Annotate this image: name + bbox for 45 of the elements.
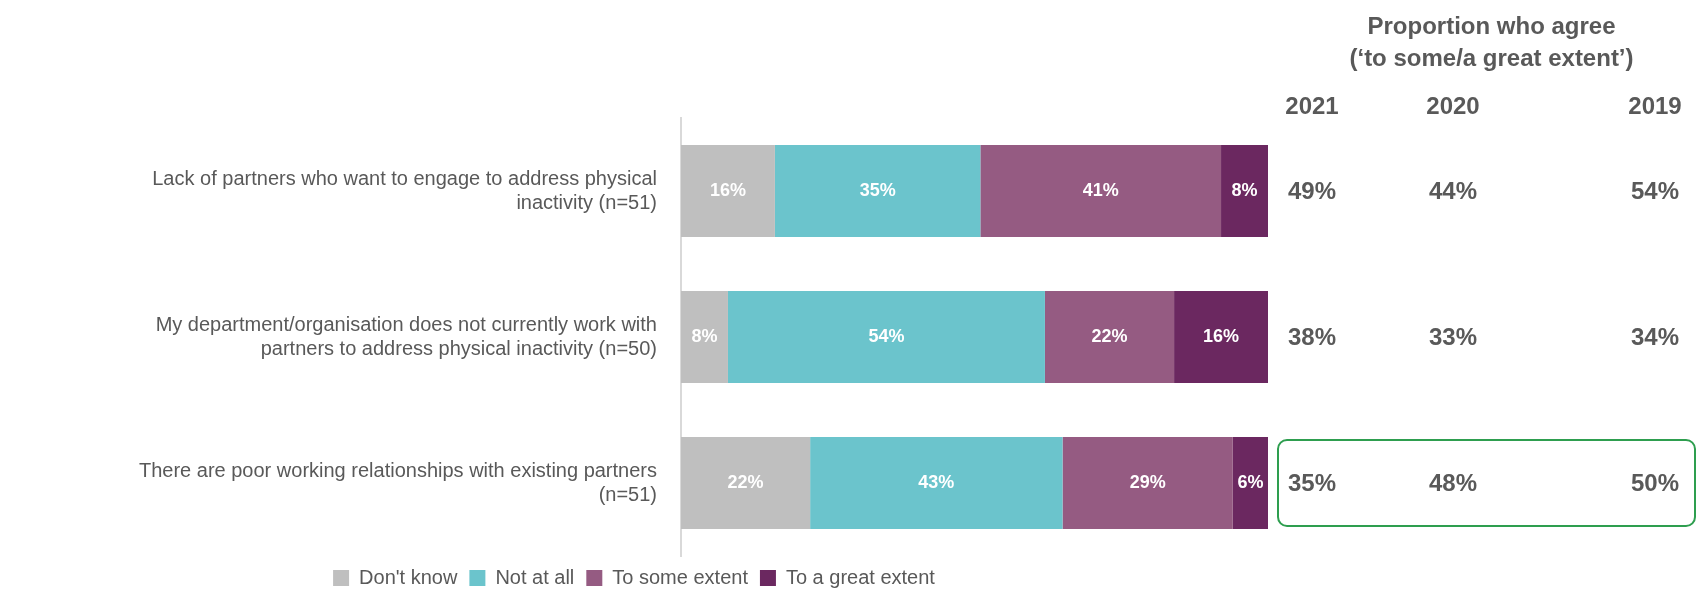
bar: [1232, 437, 1268, 529]
data-label: 8%: [1231, 179, 1258, 200]
legend-label: To a great extent: [785, 565, 936, 588]
data-label: 8%: [691, 325, 718, 346]
data-label: 41%: [1082, 179, 1119, 200]
bar: [681, 437, 811, 529]
text: 38%: [1287, 323, 1337, 351]
text: 34%: [1630, 323, 1680, 351]
text: 2020: [1426, 92, 1480, 120]
data-label: 35%: [859, 179, 896, 200]
text: (‘to some/a great extent’): [1349, 44, 1634, 72]
bar: [1174, 291, 1268, 383]
bar: [1062, 437, 1233, 529]
bar: [1221, 145, 1268, 237]
data-label: 22%: [1091, 325, 1128, 346]
text: 33%: [1428, 323, 1478, 351]
y-tick-label: There are poor working relationships with existing partners (n=51): [138, 458, 657, 505]
text: 49%: [1287, 177, 1337, 205]
text: 48%: [1428, 469, 1478, 497]
data-label: 16%: [1203, 325, 1240, 346]
y-tick-label: My department/organisation does not currently work with partners to address physical inactivity (n=50): [155, 312, 657, 359]
y-tick-label: Lack of partners who want to engage to address physical inactivity (n=51): [152, 166, 657, 213]
text: 50%: [1630, 469, 1680, 497]
data-label: 54%: [868, 325, 905, 346]
bar: [980, 145, 1222, 237]
data-label: 16%: [709, 179, 746, 200]
bar: [681, 291, 728, 383]
data-label: 22%: [727, 471, 764, 492]
text: 2019: [1628, 92, 1682, 120]
legend-label: Don't know: [359, 565, 458, 588]
bar: [727, 291, 1045, 383]
text: Proportion who agree: [1367, 12, 1616, 40]
data-label: 6%: [1237, 471, 1264, 492]
legend-label: Not at all: [495, 565, 575, 588]
bar: [810, 437, 1063, 529]
text: 2021: [1285, 92, 1339, 120]
text: 54%: [1630, 177, 1680, 205]
bar: [774, 145, 981, 237]
bar: [1044, 291, 1175, 383]
data-label: 43%: [918, 471, 955, 492]
text: 44%: [1428, 177, 1478, 205]
bar: [681, 145, 775, 237]
data-label: 29%: [1129, 471, 1166, 492]
legend-label: To some extent: [612, 565, 749, 588]
text: 35%: [1287, 469, 1337, 497]
